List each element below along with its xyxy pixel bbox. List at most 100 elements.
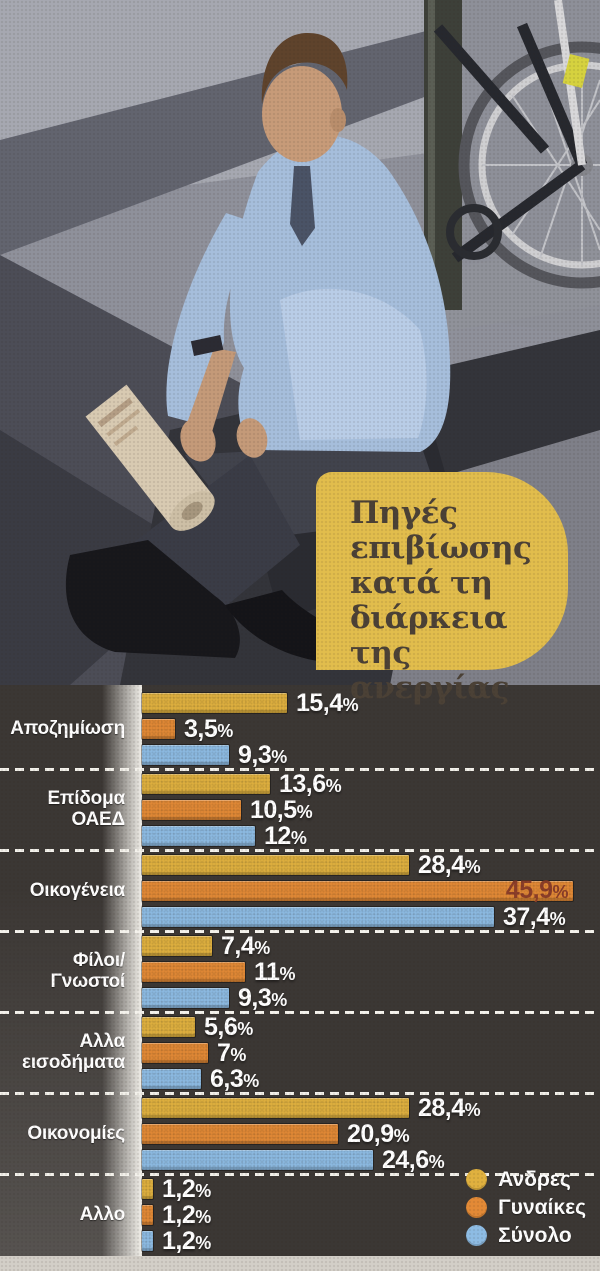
bar-row: 10,5% <box>142 796 600 824</box>
category-label: Αλλα εισοδήματα <box>22 1031 125 1073</box>
chart-category-group: Αλλα εισοδήματα 5,6% 7% 6,3% <box>0 1012 600 1093</box>
bicycle-icon <box>424 0 600 310</box>
category-label: Επίδομα ΟΑΕΔ <box>47 788 125 830</box>
value-label: 20,9% <box>347 1119 410 1148</box>
bar-row: 24,6% <box>142 1146 600 1174</box>
legend-dot-women <box>466 1197 488 1218</box>
category-bars: 1,2% 1,2% 1,2% <box>142 1174 600 1255</box>
bar-chart: Αποζημίωση 15,4% 3,5% 9,3% Επίδομα ΟΑΕΔ 13,6%… <box>0 685 600 1256</box>
bar-men <box>142 1098 409 1118</box>
value-label: 24,6% <box>382 1145 445 1174</box>
tie <box>290 166 315 246</box>
bar-row: 3,5% <box>142 715 600 743</box>
bar-total <box>142 826 255 846</box>
value-label: 11% <box>254 957 295 986</box>
bar-row: 37,4% <box>142 903 600 931</box>
bar-total <box>142 1069 201 1089</box>
bar-row: 1,2% <box>142 1201 600 1229</box>
category-bars: 28,4% 20,9% 24,6% <box>142 1094 600 1174</box>
legend-label: Γυναίκες <box>498 1195 586 1219</box>
category-bars: 5,6% 7% 6,3% <box>142 1012 600 1093</box>
value-label: 12% <box>264 821 307 850</box>
chart-category-group: Επίδομα ΟΑΕΔ 13,6% 10,5% 12% <box>0 770 600 850</box>
bar-row: 20,9% <box>142 1120 600 1148</box>
legend-dot-total <box>466 1225 488 1246</box>
group-separator <box>0 768 600 771</box>
bar-total <box>142 988 229 1008</box>
bar-women <box>142 800 241 820</box>
bar-row: 7,4% <box>142 932 600 960</box>
legend-item-total: Σύνολο <box>466 1223 586 1248</box>
bike-reflector <box>562 54 590 88</box>
bar-men <box>142 936 212 956</box>
group-separator <box>0 849 600 852</box>
chart-legend: Ανδρες Γυναίκες Σύνολο <box>466 1167 586 1248</box>
bar-men <box>142 693 287 713</box>
legend-dot-men <box>466 1169 488 1190</box>
legend-label: Ανδρες <box>498 1167 571 1191</box>
newspaper <box>85 384 215 531</box>
value-label: 9,3% <box>238 740 287 769</box>
group-separator <box>0 1173 600 1176</box>
bar-row: 12% <box>142 822 600 850</box>
chart-category-group: Αλλο 1,2% 1,2% 1,2% <box>0 1174 600 1255</box>
bar-row: 13,6% <box>142 770 600 798</box>
bar-row: 28,4% <box>142 851 600 879</box>
value-label: 13,6% <box>279 769 342 798</box>
paper-edge <box>0 1256 600 1271</box>
bar-total <box>142 907 494 927</box>
value-label: 28,4% <box>418 850 481 879</box>
value-label: 1,2% <box>162 1174 211 1203</box>
bar-men <box>142 1017 195 1037</box>
value-label: 9,3% <box>238 983 287 1012</box>
bar-row: 28,4% <box>142 1094 600 1122</box>
bar-row: 15,4% <box>142 689 600 717</box>
bar-women: 45,9% <box>142 876 573 904</box>
bar-total <box>142 1150 373 1170</box>
bar-row: 9,3% <box>142 984 600 1012</box>
category-bars: 13,6% 10,5% 12% <box>142 770 600 850</box>
category-label: Αλλο <box>79 1203 126 1225</box>
bar-chart-groups: Αποζημίωση 15,4% 3,5% 9,3% Επίδομα ΟΑΕΔ 13,6%… <box>0 685 600 1256</box>
bar-row: 45,9% <box>142 876 600 904</box>
value-label: 28,4% <box>418 1093 481 1122</box>
value-label: 37,4% <box>503 902 566 931</box>
value-label: 7,4% <box>221 931 270 960</box>
watch <box>190 335 224 356</box>
category-label: Φίλοι/Γνωστοί <box>50 950 126 992</box>
group-separator <box>0 1092 600 1095</box>
chart-category-group: Οικονομίες 28,4% 20,9% 24,6% <box>0 1094 600 1174</box>
group-separator <box>0 930 600 933</box>
bar-women <box>142 719 175 739</box>
value-label: 1,2% <box>162 1226 211 1255</box>
bar-women <box>142 1043 208 1063</box>
value-label: 45,9% <box>505 875 569 904</box>
category-bars: 28,4% 45,9% 37,4% <box>142 851 600 931</box>
bar-women <box>142 962 245 982</box>
chart-category-group: Φίλοι/Γνωστοί 7,4% 11% 9,3% <box>0 932 600 1012</box>
bar-women <box>142 1124 338 1144</box>
chart-category-group: Αποζημίωση 15,4% 3,5% 9,3% <box>0 689 600 769</box>
category-label: Οικογένεια <box>29 879 126 901</box>
category-label: Οικονομίες <box>27 1122 125 1144</box>
chart-title: Πηγές επιβίωσης κατά τη διάρκεια της ανε… <box>350 495 532 706</box>
value-label: 15,4% <box>296 688 359 717</box>
value-label: 7% <box>217 1038 246 1067</box>
bar-men <box>142 855 409 875</box>
bar-row: 6,3% <box>142 1065 600 1093</box>
bar-men <box>142 774 270 794</box>
group-separator <box>0 1011 600 1014</box>
bar-row: 1,2% <box>142 1227 600 1255</box>
man-figure <box>65 32 451 664</box>
legend-item-women: Γυναίκες <box>466 1195 586 1220</box>
bar-total <box>142 745 229 765</box>
value-label: 3,5% <box>184 714 233 743</box>
value-label: 5,6% <box>204 1012 253 1041</box>
bar-women <box>142 1205 153 1225</box>
title-bubble: Πηγές επιβίωσης κατά τη διάρκεια της ανε… <box>316 472 568 706</box>
category-bars: 15,4% 3,5% 9,3% <box>142 689 600 769</box>
category-label: Αποζημίωση <box>10 717 125 739</box>
head <box>262 66 342 162</box>
bar-total <box>142 1231 153 1251</box>
